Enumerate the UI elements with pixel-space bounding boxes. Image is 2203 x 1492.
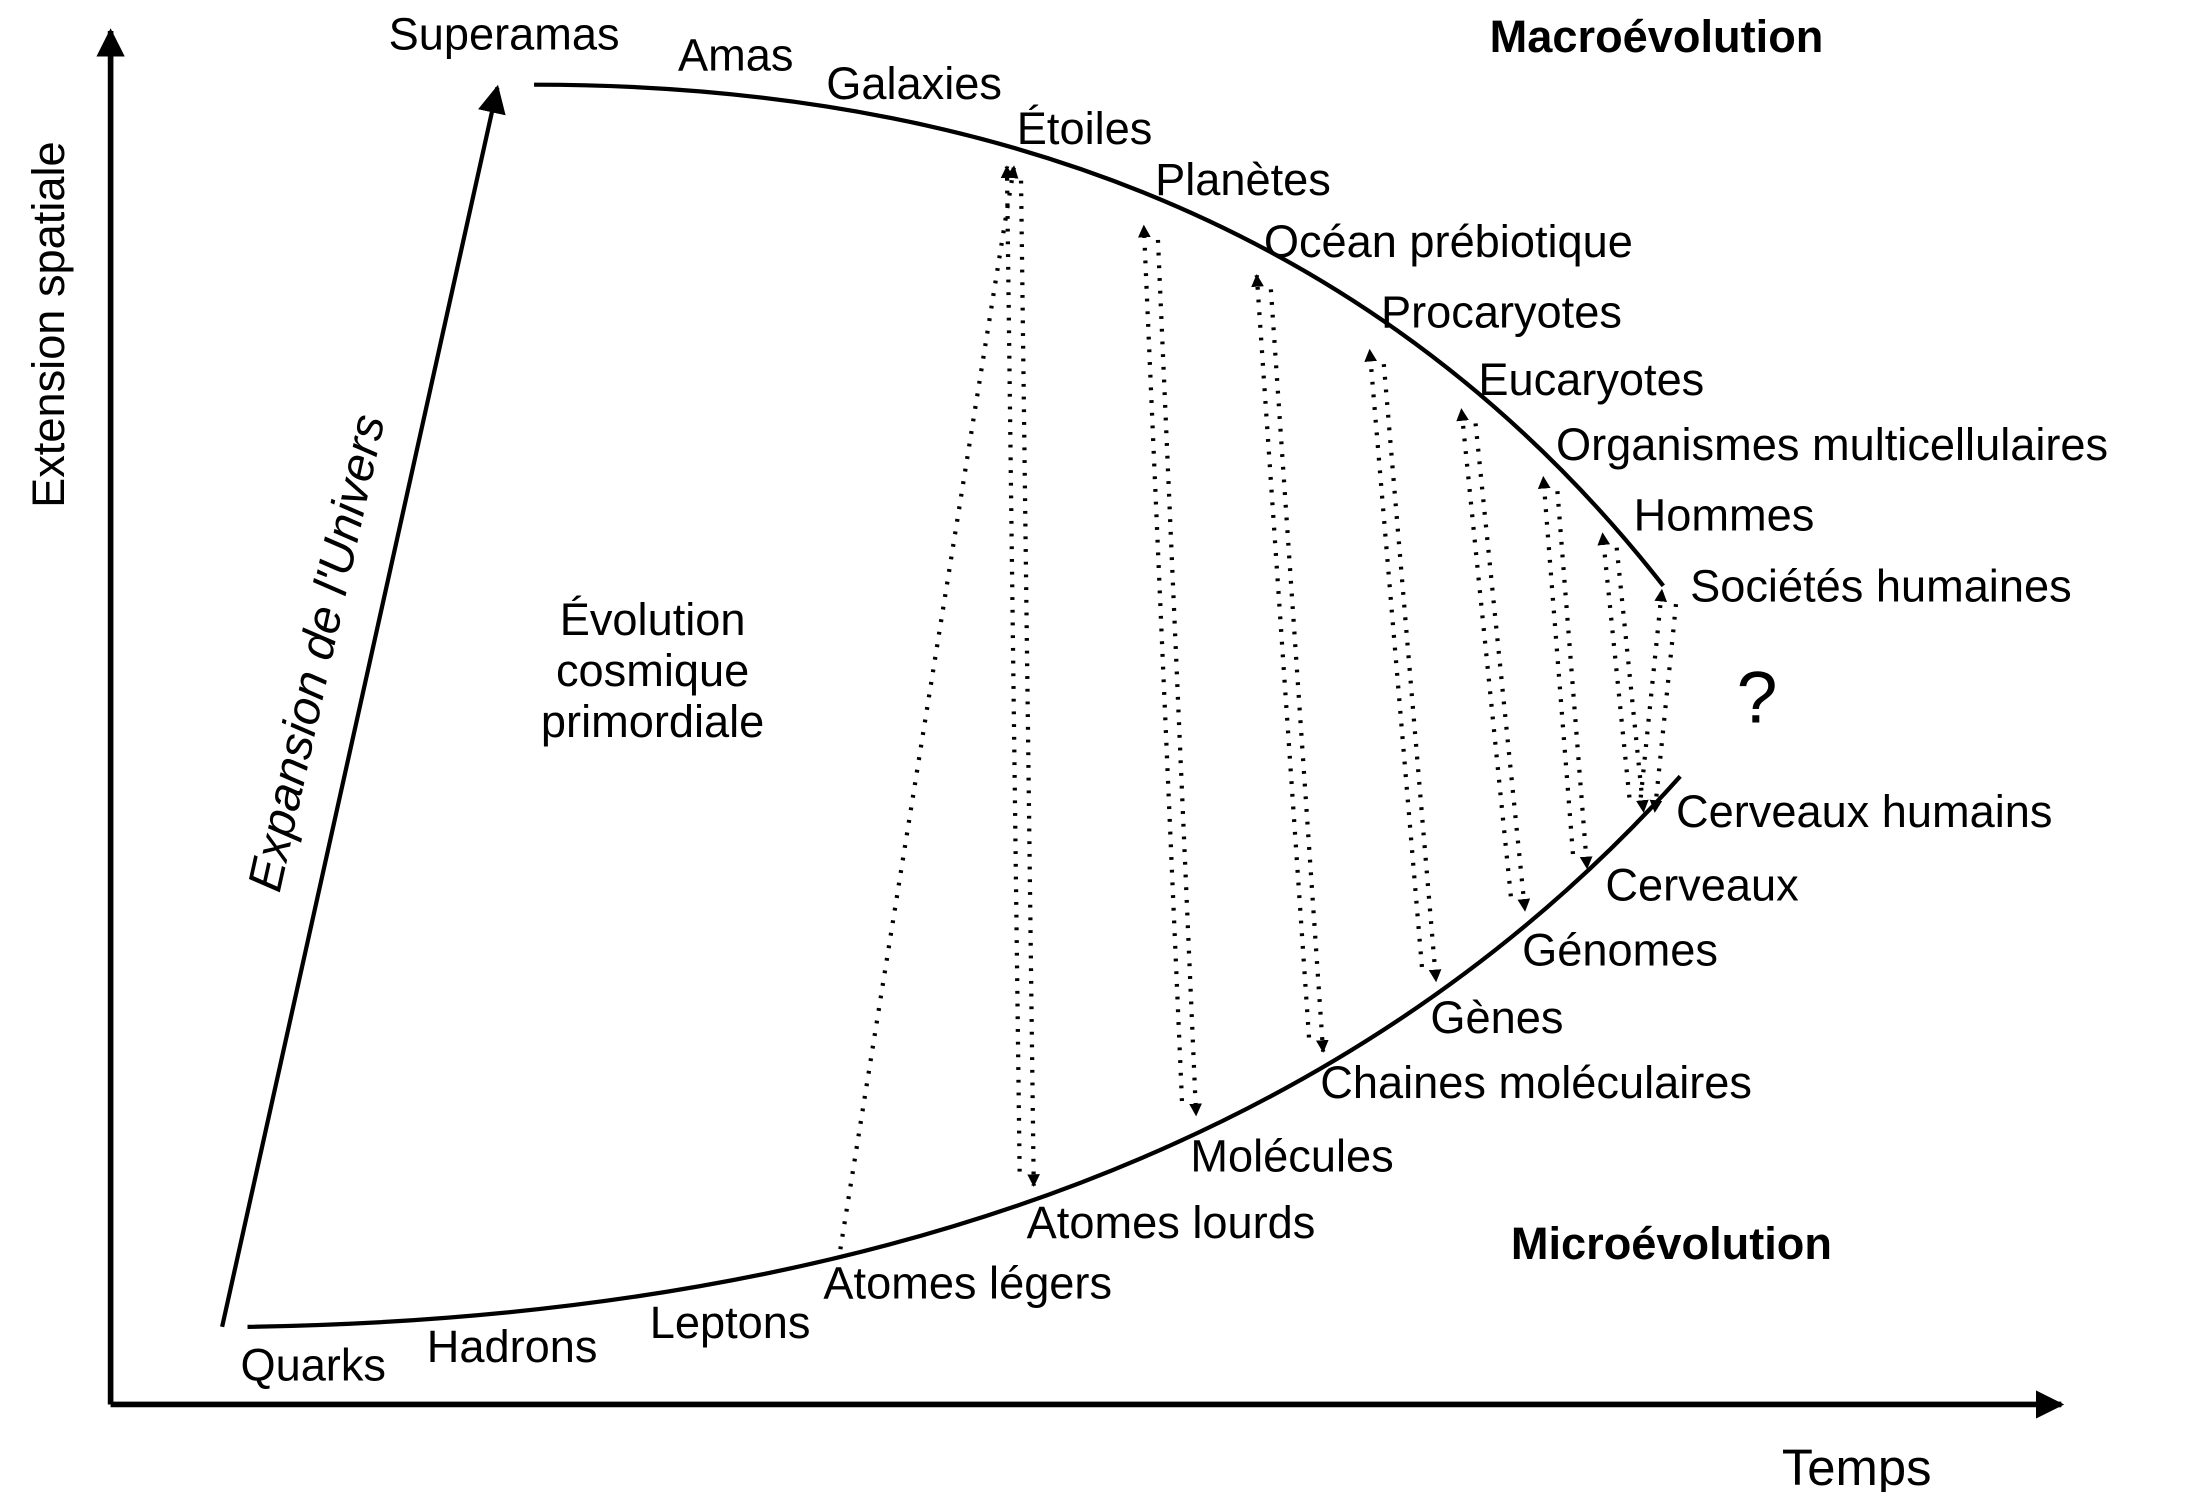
dotted-arrow [1649, 603, 1679, 813]
macro-node: Hommes [1634, 490, 1815, 541]
y-axis-label: Extension spatiale [23, 141, 74, 508]
dotted-arrow [1364, 348, 1425, 968]
macro-node: Étoiles [1017, 103, 1153, 154]
micro-node: Molécules [1190, 1131, 1393, 1182]
dotted-arrow [1614, 547, 1649, 813]
micro-node: Cerveaux [1605, 860, 1799, 911]
macro-node: Amas [678, 30, 793, 81]
macro-node: Organismes multicellulaires [1556, 419, 2108, 470]
dotted-arrow [1381, 363, 1442, 983]
macro-node: Planètes [1155, 154, 1331, 205]
macro-node: Eucaryotes [1478, 354, 1704, 405]
dotted-arrows [838, 165, 1679, 1250]
dotted-arrow [1268, 289, 1329, 1053]
x-axis-label: Temps [1782, 1439, 1932, 1492]
dotted-arrow [1597, 532, 1632, 798]
micro-node: Leptons [650, 1297, 811, 1348]
micro-node: Gènes [1430, 992, 1563, 1043]
dotted-arrow [1638, 588, 1668, 798]
dotted-arrow [1018, 180, 1040, 1187]
dotted-arrow [1251, 273, 1312, 1038]
expansion-arrow [220, 84, 506, 1328]
micro-node: Génomes [1522, 924, 1718, 975]
question-mark: ? [1737, 657, 1778, 739]
macro-node: Superamas [389, 8, 620, 59]
micro-node: Hadrons [427, 1321, 598, 1372]
dotted-arrow [1537, 475, 1576, 855]
dotted-arrow [1473, 423, 1531, 912]
micro-node: Quarks [240, 1339, 386, 1390]
micro-node: Cerveaux humains [1676, 786, 2053, 837]
dotted-arrow [1555, 491, 1593, 870]
center-label: Évolution [560, 594, 746, 645]
macro-node: Procaryotes [1381, 286, 1622, 337]
macro-title: Macroévolution [1490, 11, 1824, 62]
micro-node: Chaines moléculaires [1320, 1057, 1752, 1108]
dotted-arrow [1155, 239, 1202, 1117]
macro-curve [534, 82, 1665, 588]
micro-node: Atomes légers [823, 1258, 1112, 1309]
macro-node: Sociétés humaines [1690, 560, 2072, 611]
dotted-arrow [838, 165, 1019, 1250]
dotted-arrow [1000, 165, 1022, 1172]
macro-node: Galaxies [826, 58, 1002, 109]
micro-title: Microévolution [1511, 1218, 1832, 1269]
micro-curve [247, 774, 1682, 1329]
dotted-arrow [1137, 224, 1185, 1102]
dotted-arrow [1456, 408, 1513, 897]
macro-node: Océan prébiotique [1264, 216, 1633, 267]
center-label: cosmique [556, 645, 749, 696]
micro-node: Atomes lourds [1027, 1197, 1316, 1248]
center-label: primordiale [541, 696, 764, 747]
